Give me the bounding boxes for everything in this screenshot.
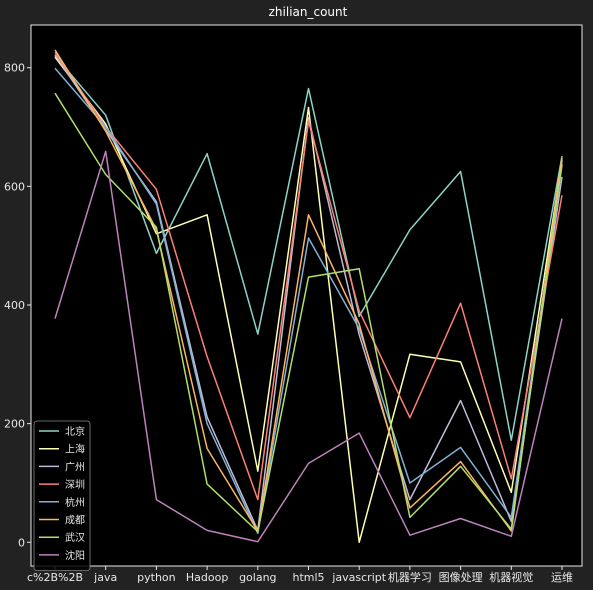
axes-frame	[30, 24, 583, 567]
y-tick-label: 200	[4, 418, 25, 431]
x-tick-label: html5	[292, 571, 324, 584]
x-tick-label: python	[137, 571, 176, 584]
legend-label-1: 上海	[65, 443, 85, 456]
series-line-7	[54, 150, 563, 543]
x-tick-label: 机器视觉	[489, 570, 533, 584]
x-tick-label: java	[93, 571, 117, 584]
x-tick-label: golang	[239, 571, 276, 584]
legend-label-2: 广州	[65, 461, 85, 473]
legend-label-4: 杭州	[65, 496, 85, 509]
x-tick-label: c%2B%2B	[27, 571, 83, 584]
x-tick-label: Hadoop	[186, 571, 228, 584]
series-line-6	[54, 92, 563, 533]
series-line-0	[54, 55, 563, 441]
legend-label-5: 成都	[65, 515, 85, 527]
series-line-5	[54, 49, 563, 532]
y-tick-label: 800	[4, 62, 25, 75]
chart-title: zhilian_count	[269, 5, 348, 19]
legend-label-0: 北京	[65, 425, 85, 438]
x-tick-label: 机器学习	[388, 570, 432, 584]
y-tick-label: 400	[4, 299, 25, 312]
legend-label-3: 深圳	[65, 479, 85, 491]
axes: 0 200 400 600 800 c%2B%2B java python Hadoop gola…	[4, 24, 583, 584]
y-tick-label: 0	[18, 536, 25, 549]
x-tick-label: javascript	[331, 571, 386, 584]
x-tick-label: 图像处理	[439, 571, 483, 584]
plot-area	[31, 25, 582, 566]
series-line-4	[54, 67, 563, 535]
x-tick-label: 运维	[551, 571, 573, 584]
legend-label-6: 武汉	[65, 531, 85, 544]
series-lines	[54, 49, 563, 544]
legend-label-7: 沈阳	[65, 549, 85, 562]
series-line-3	[54, 51, 563, 501]
y-tick-label: 600	[4, 180, 25, 193]
legend-box	[33, 420, 91, 572]
